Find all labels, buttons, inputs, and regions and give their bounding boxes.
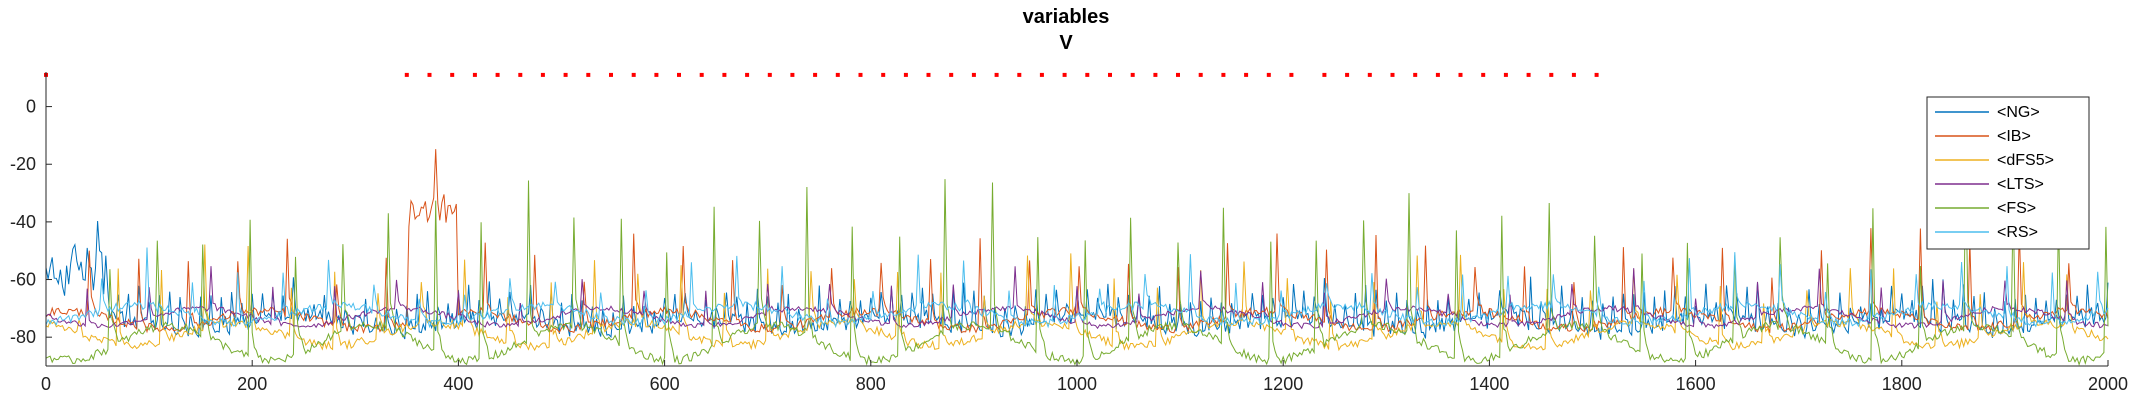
raster-point — [495, 72, 500, 77]
raster-point — [1062, 72, 1067, 77]
raster-point — [1594, 72, 1599, 77]
raster-point — [1085, 72, 1090, 77]
y-tick-label: -60 — [10, 270, 36, 290]
x-tick-label: 600 — [650, 374, 680, 394]
raster-point — [1435, 72, 1440, 77]
raster-point — [1108, 72, 1112, 77]
axes: 0 200 400 600 800 1000 1200 1400 1600 1800 2000 0 -2… — [10, 72, 2128, 394]
raster-point — [1153, 72, 1158, 77]
raster-point — [1130, 72, 1135, 77]
raster-point — [1198, 72, 1203, 77]
raster-point — [1266, 72, 1271, 77]
y-tick-label: -40 — [10, 212, 36, 232]
raster-point — [858, 72, 863, 77]
x-tick-label: 800 — [856, 374, 886, 394]
raster-point — [790, 72, 795, 77]
chart-title: variables — [1023, 6, 1110, 28]
raster-point — [427, 72, 432, 77]
raster-point — [1017, 72, 1022, 77]
y-tick-label: 0 — [26, 97, 36, 117]
raster-point — [1345, 72, 1350, 77]
y-tick-label: -80 — [10, 327, 36, 347]
series-line — [45, 266, 2109, 330]
x-tick-label: 1200 — [1263, 374, 1303, 394]
raster-point — [472, 72, 477, 77]
raster-point — [1458, 72, 1463, 77]
x-tick-label: 2000 — [2088, 374, 2128, 394]
raster-point — [518, 72, 523, 77]
legend-box — [1926, 96, 2090, 250]
series-layer — [45, 149, 2109, 366]
raster-point — [1526, 72, 1531, 77]
legend: <NG> <IB> <dFS5> <LTS> <FS> <RS> — [1926, 96, 2090, 250]
raster-point — [971, 72, 976, 77]
raster-point — [540, 72, 545, 77]
raster-point — [1221, 72, 1226, 77]
raster-point — [699, 72, 704, 77]
legend-label: <RS> — [1997, 224, 2038, 241]
legend-label: <IB> — [1997, 128, 2031, 145]
raster-point — [563, 72, 568, 77]
series-line — [45, 168, 2109, 366]
raster-point — [813, 72, 818, 77]
raster-point — [609, 72, 613, 77]
raster-point — [835, 72, 840, 77]
legend-label: <NG> — [1997, 104, 2040, 121]
raster-point — [586, 72, 591, 77]
raster-point — [1244, 72, 1249, 77]
raster-point — [1322, 72, 1327, 77]
spike-raster — [44, 72, 1599, 77]
legend-label: <dFS5> — [1997, 152, 2054, 169]
raster-point — [926, 72, 931, 77]
chart-subtitle: V — [1059, 32, 1073, 54]
raster-point — [631, 72, 636, 77]
raster-point — [949, 72, 954, 77]
series-line — [45, 247, 2109, 329]
x-tick-label: 400 — [443, 374, 473, 394]
raster-point — [903, 72, 908, 77]
raster-point — [994, 72, 999, 77]
raster-point — [881, 72, 886, 77]
x-tick-label: 1600 — [1676, 374, 1716, 394]
x-tick-label: 0 — [41, 374, 51, 394]
raster-point — [1503, 72, 1508, 77]
raster-point — [745, 72, 750, 77]
raster-point — [1481, 72, 1486, 77]
raster-point — [722, 72, 727, 77]
legend-label: <LTS> — [1997, 176, 2044, 193]
raster-point — [1413, 72, 1418, 77]
raster-point — [1176, 72, 1180, 77]
raster-point — [1390, 72, 1395, 77]
series-line — [45, 244, 2109, 352]
raster-point — [767, 72, 772, 77]
x-tick-label: 1800 — [1882, 374, 1922, 394]
raster-point — [404, 72, 409, 77]
raster-point — [654, 72, 659, 77]
plot-area: 0 200 400 600 800 1000 1200 1400 1600 1800 2000 0 -2… — [10, 72, 2128, 394]
x-tick-label: 1400 — [1469, 374, 1509, 394]
raster-point — [450, 72, 455, 77]
y-tick-label: -20 — [10, 154, 36, 174]
x-tick-label: 1000 — [1057, 374, 1097, 394]
raster-point — [1571, 72, 1576, 77]
series-line — [45, 149, 2109, 334]
series-line — [45, 220, 2109, 340]
raster-point — [1289, 72, 1294, 77]
raster-point — [1367, 72, 1372, 77]
x-tick-label: 200 — [237, 374, 267, 394]
raster-point — [677, 72, 681, 77]
raster-point — [1039, 72, 1044, 77]
legend-label: <FS> — [1997, 200, 2036, 217]
raster-point — [1549, 72, 1554, 77]
